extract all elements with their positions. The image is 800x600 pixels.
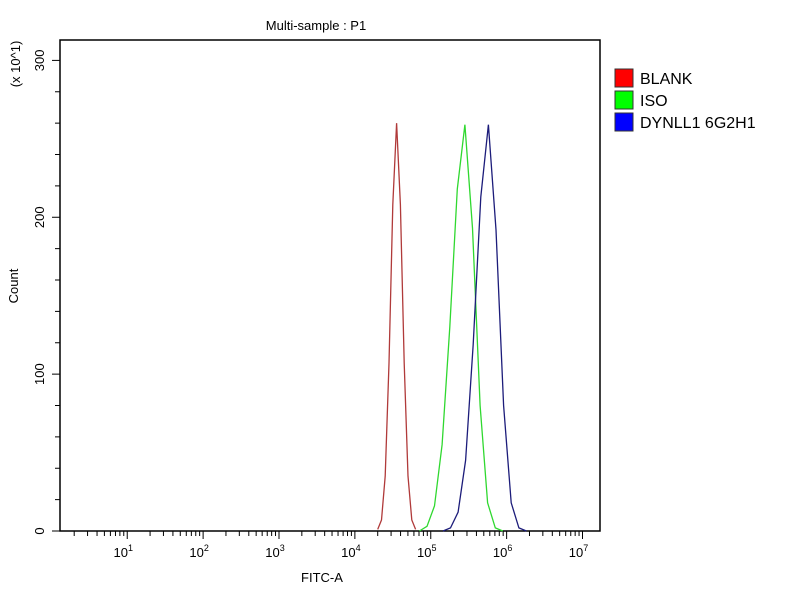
- y-multiplier-label: (x 10^1): [8, 41, 23, 88]
- legend: BLANK ISO DYNLL1 6G2H1: [614, 68, 756, 132]
- x-tick-label: 103: [265, 543, 284, 560]
- y-tick-label: 100: [32, 363, 47, 385]
- x-tick-label: 105: [417, 543, 436, 560]
- legend-label: BLANK: [640, 71, 693, 88]
- legend-label: ISO: [640, 93, 668, 110]
- legend-label: DYNLL1 6G2H1: [640, 115, 756, 132]
- legend-swatch: [614, 90, 634, 110]
- x-tick-label: 107: [569, 543, 588, 560]
- series-curves: [377, 123, 527, 532]
- x-axis-label: FITC-A: [301, 570, 343, 585]
- series-line-dynll1-6g2h1: [442, 124, 527, 532]
- legend-swatch: [614, 68, 634, 88]
- chart-title: Multi-sample : P1: [266, 18, 366, 33]
- series-line-blank: [377, 123, 417, 530]
- y-tick-label: 200: [32, 206, 47, 228]
- x-tick-label: 104: [341, 543, 360, 560]
- y-axis-label: Count: [6, 268, 21, 303]
- y-tick-label: 0: [32, 527, 47, 534]
- legend-swatch: [614, 112, 634, 132]
- x-axis: 101 102 103 104 105 106 107: [73, 531, 588, 560]
- x-tick-label: 106: [493, 543, 512, 560]
- y-tick-label: 300: [32, 50, 47, 72]
- x-tick-label: 101: [113, 543, 132, 560]
- plot-frame: [59, 39, 601, 532]
- y-axis: 0 100 200 300: [32, 50, 60, 535]
- series-line-iso: [419, 124, 504, 532]
- x-tick-label: 102: [189, 543, 208, 560]
